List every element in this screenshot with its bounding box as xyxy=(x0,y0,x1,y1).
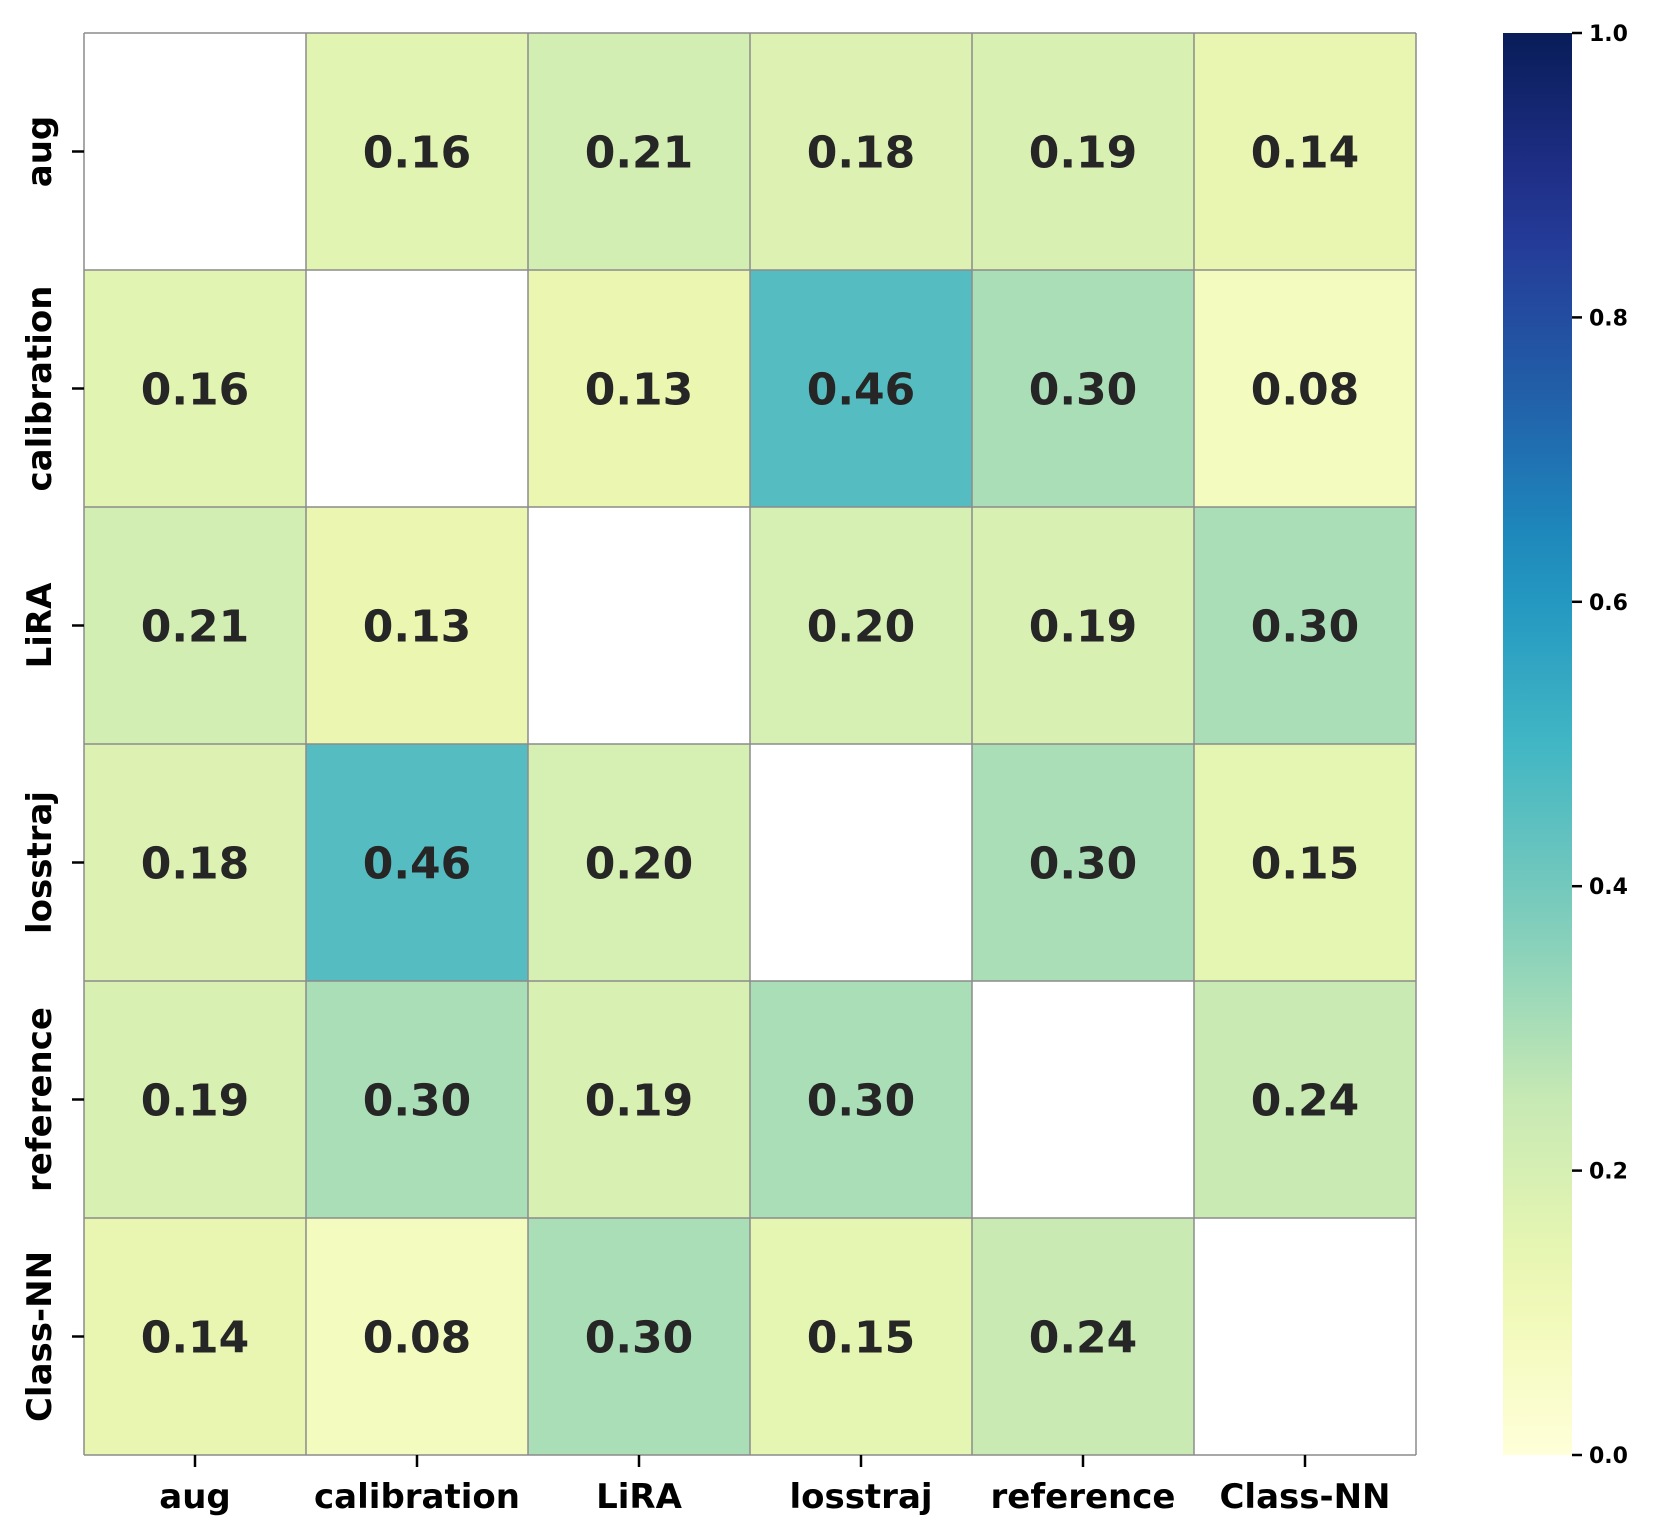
cell-value-label: 0.16 xyxy=(363,128,472,179)
x-tick-label: aug xyxy=(159,1477,231,1517)
cell-value-label: 0.13 xyxy=(363,602,472,653)
heatmap-cell-3-2 xyxy=(528,744,750,981)
colorbar: 0.0 0.2 0.4 0.6 0.8 1.0 xyxy=(1503,22,1628,1469)
cell-value-label: 0.30 xyxy=(1029,365,1138,416)
heatmap-cell-0-0 xyxy=(84,33,306,270)
colorbar-tick-label: 0.2 xyxy=(1589,1160,1628,1185)
y-tick-label: aug xyxy=(20,116,60,188)
heatmap-cell-5-0 xyxy=(84,1218,306,1455)
colorbar-tick-label: 1.0 xyxy=(1589,22,1628,47)
x-axis: aug calibration LiRA losstraj reference Class… xyxy=(159,1455,1391,1517)
x-tick-label: calibration xyxy=(314,1477,520,1517)
cell-value-label: 0.18 xyxy=(141,839,250,890)
x-tick-label: losstraj xyxy=(789,1477,932,1517)
heatmap-cell-3-5 xyxy=(1194,744,1416,981)
heatmap-cell-5-2 xyxy=(528,1218,750,1455)
cell-value-label: 0.18 xyxy=(807,128,916,179)
cell-value-label: 0.46 xyxy=(807,365,916,416)
cell-value-label: 0.30 xyxy=(585,1313,694,1364)
cell-value-label: 0.16 xyxy=(141,365,250,416)
cell-value-label: 0.14 xyxy=(141,1313,250,1364)
colorbar-tick-label: 0.8 xyxy=(1589,306,1628,331)
cell-value-label: 0.08 xyxy=(363,1313,472,1364)
heatmap-cells xyxy=(84,33,1416,1455)
y-tick-label: losstraj xyxy=(20,791,60,934)
heatmap-cell-3-0 xyxy=(84,744,306,981)
heatmap-annotations: 0.16 0.21 0.18 0.19 0.14 0.16 0.13 0.46 0.30 0.08… xyxy=(141,128,1360,1364)
x-tick-label: reference xyxy=(991,1477,1176,1517)
colorbar-tick-label: 0.0 xyxy=(1589,1444,1628,1469)
heatmap-cell-2-5 xyxy=(1194,507,1416,744)
heatmap-cell-3-4 xyxy=(972,744,1194,981)
cell-value-label: 0.21 xyxy=(585,128,694,179)
x-tick-label: LiRA xyxy=(596,1477,683,1517)
heatmap-cell-4-4 xyxy=(972,981,1194,1218)
cell-value-label: 0.13 xyxy=(585,365,694,416)
heatmap-cell-1-0 xyxy=(84,270,306,507)
cell-value-label: 0.21 xyxy=(141,602,250,653)
heatmap-cell-3-1 xyxy=(306,744,528,981)
colorbar-tick-label: 0.6 xyxy=(1589,591,1628,616)
heatmap-cell-0-2 xyxy=(528,33,750,270)
cell-value-label: 0.15 xyxy=(807,1313,916,1364)
cell-value-label: 0.19 xyxy=(141,1076,250,1127)
heatmap-cell-4-5 xyxy=(1194,981,1416,1218)
heatmap-cell-1-5 xyxy=(1194,270,1416,507)
heatmap-cell-5-5 xyxy=(1194,1218,1416,1455)
cell-value-label: 0.08 xyxy=(1251,365,1360,416)
y-tick-label: Class-NN xyxy=(20,1251,60,1422)
y-tick-label: calibration xyxy=(20,286,60,492)
heatmap-cell-4-1 xyxy=(306,981,528,1218)
x-tick-label: Class-NN xyxy=(1219,1477,1390,1517)
cell-value-label: 0.24 xyxy=(1029,1313,1138,1364)
heatmap-cell-2-1 xyxy=(306,507,528,744)
cell-value-label: 0.46 xyxy=(363,839,472,890)
colorbar-bar xyxy=(1503,33,1572,1455)
heatmap-cell-2-0 xyxy=(84,507,306,744)
heatmap-cell-1-3 xyxy=(750,270,972,507)
heatmap-cell-0-5 xyxy=(1194,33,1416,270)
heatmap-cell-1-4 xyxy=(972,270,1194,507)
heatmap-cell-0-3 xyxy=(750,33,972,270)
cell-value-label: 0.20 xyxy=(807,602,916,653)
heatmap-cell-5-1 xyxy=(306,1218,528,1455)
cell-value-label: 0.20 xyxy=(585,839,694,890)
cell-value-label: 0.19 xyxy=(1029,602,1138,653)
heatmap-cell-2-2 xyxy=(528,507,750,744)
heatmap-cell-3-3 xyxy=(750,744,972,981)
cell-value-label: 0.24 xyxy=(1251,1076,1360,1127)
heatmap-cell-5-3 xyxy=(750,1218,972,1455)
y-tick-label: reference xyxy=(20,1007,60,1192)
cell-value-label: 0.30 xyxy=(1251,602,1360,653)
heatmap-cell-2-3 xyxy=(750,507,972,744)
heatmap-cell-5-4 xyxy=(972,1218,1194,1455)
heatmap-cell-4-0 xyxy=(84,981,306,1218)
heatmap-cell-4-2 xyxy=(528,981,750,1218)
y-tick-label: LiRA xyxy=(20,582,60,669)
cell-value-label: 0.19 xyxy=(1029,128,1138,179)
cell-value-label: 0.15 xyxy=(1251,839,1360,890)
cell-value-label: 0.19 xyxy=(585,1076,694,1127)
cell-value-label: 0.30 xyxy=(807,1076,916,1127)
heatmap-cell-1-2 xyxy=(528,270,750,507)
colorbar-tick-label: 0.4 xyxy=(1589,875,1628,900)
cell-value-label: 0.30 xyxy=(1029,839,1138,890)
heatmap-cell-2-4 xyxy=(972,507,1194,744)
heatmap-cell-0-4 xyxy=(972,33,1194,270)
y-axis: aug calibration LiRA losstraj reference Class… xyxy=(20,116,84,1422)
heatmap-cell-0-1 xyxy=(306,33,528,270)
heatmap-grid xyxy=(83,32,1417,1456)
cell-value-label: 0.30 xyxy=(363,1076,472,1127)
heatmap-cell-1-1 xyxy=(306,270,528,507)
cell-value-label: 0.14 xyxy=(1251,128,1360,179)
heatmap-cell-4-3 xyxy=(750,981,972,1218)
